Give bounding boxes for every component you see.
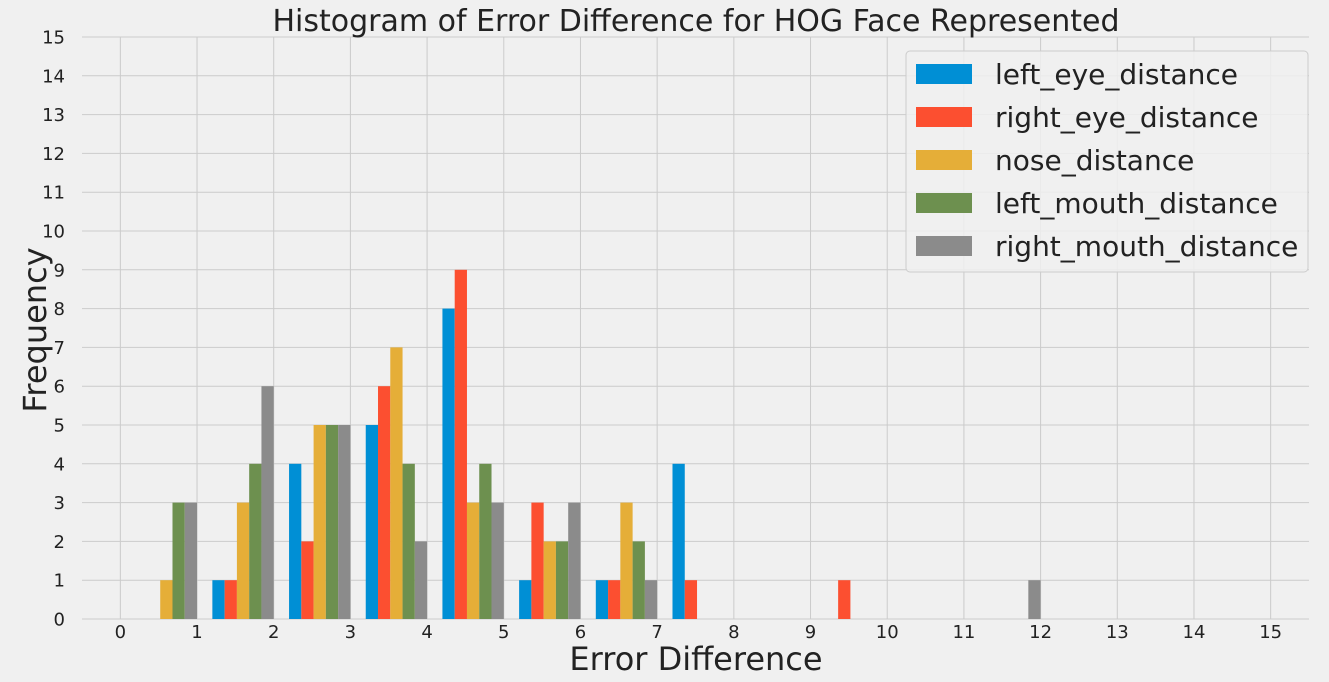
legend-label: nose_distance [995, 144, 1194, 177]
bar [454, 269, 467, 619]
legend-swatch [916, 107, 972, 127]
x-tick-label: 10 [876, 622, 899, 643]
x-tick-label: 14 [1183, 622, 1206, 643]
legend-label: left_mouth_distance [995, 187, 1278, 220]
x-tick-label: 3 [345, 622, 356, 643]
bar [568, 502, 581, 619]
series-left_mouth_distance [172, 425, 645, 619]
bar [1028, 580, 1041, 619]
bar [838, 580, 851, 619]
x-tick-label: 12 [1029, 622, 1052, 643]
bar [224, 580, 237, 619]
bars [160, 269, 1041, 619]
bar [236, 502, 250, 619]
x-tick-label: 15 [1259, 622, 1282, 643]
legend-label: right_eye_distance [995, 101, 1258, 134]
bar [620, 502, 633, 619]
legend-swatch [916, 64, 972, 84]
bar [684, 580, 698, 619]
bar [261, 386, 274, 619]
x-tick-label: 1 [191, 622, 202, 643]
y-tick-label: 14 [42, 66, 65, 87]
y-tick-label: 6 [54, 377, 65, 398]
x-tick-label: 4 [421, 622, 432, 643]
y-tick-label: 13 [42, 105, 65, 126]
y-axis-title: Frequency [16, 247, 54, 412]
bar [212, 580, 225, 619]
y-tick-label: 12 [42, 144, 65, 165]
legend-swatch [916, 236, 972, 256]
y-tick-label: 4 [54, 454, 65, 475]
x-tick-label: 2 [268, 622, 279, 643]
series-left_eye_distance [212, 308, 685, 619]
legend-swatch [916, 150, 972, 170]
legend-label: right_mouth_distance [995, 230, 1298, 263]
bar [555, 541, 569, 619]
bar [249, 463, 262, 619]
x-tick-label: 13 [1106, 622, 1129, 643]
y-tick-label: 11 [42, 183, 65, 204]
legend: left_eye_distance right_eye_distance nose_… [905, 50, 1309, 273]
y-tick-label: 0 [54, 610, 65, 631]
legend-label: left_eye_distance [995, 58, 1238, 91]
bar [543, 541, 556, 619]
bar [325, 425, 339, 619]
bar [595, 580, 609, 619]
x-axis-title: Error Difference [569, 640, 822, 678]
series-right_eye_distance [224, 269, 851, 619]
series-nose_distance [160, 347, 633, 619]
x-tick-label: 9 [805, 622, 816, 643]
y-tick-label: 5 [54, 416, 65, 437]
legend-swatch [916, 193, 972, 213]
y-tick-label: 15 [42, 28, 65, 49]
bar [365, 425, 379, 619]
bar [160, 580, 173, 619]
x-tick-labels: 0 1 2 3 4 5 6 7 8 9 10 11 12 13 14 15 [115, 622, 1282, 643]
legend-box [905, 50, 1309, 273]
bar [289, 463, 302, 619]
bar [378, 386, 391, 619]
bar [402, 463, 415, 619]
bar [632, 541, 645, 619]
bar [301, 541, 314, 619]
x-tick-label: 11 [952, 622, 975, 643]
bar [608, 580, 621, 619]
series-right_mouth_distance [184, 386, 1041, 619]
bar [491, 502, 504, 619]
x-tick-label: 5 [498, 622, 509, 643]
bar [479, 463, 492, 619]
bar [442, 308, 455, 619]
x-tick-label: 0 [115, 622, 126, 643]
bar [644, 580, 658, 619]
bar [466, 502, 480, 619]
bar [184, 502, 198, 619]
y-tick-label: 10 [42, 222, 65, 243]
chart-title: Histogram of Error Difference for HOG Fa… [272, 4, 1119, 39]
x-tick-label: 7 [651, 622, 662, 643]
bar [531, 502, 544, 619]
bar [390, 347, 403, 619]
bar [672, 463, 685, 619]
bar [414, 541, 428, 619]
y-tick-label: 3 [54, 493, 65, 514]
x-tick-label: 6 [575, 622, 586, 643]
x-tick-label: 8 [728, 622, 739, 643]
bar [338, 425, 351, 619]
bar [172, 502, 185, 619]
bar [519, 580, 532, 619]
bar [313, 425, 326, 619]
y-tick-label: 2 [54, 532, 65, 553]
y-tick-label: 9 [54, 260, 65, 281]
y-tick-label: 8 [54, 299, 65, 320]
y-tick-label: 7 [54, 338, 65, 359]
y-tick-label: 1 [54, 571, 65, 592]
